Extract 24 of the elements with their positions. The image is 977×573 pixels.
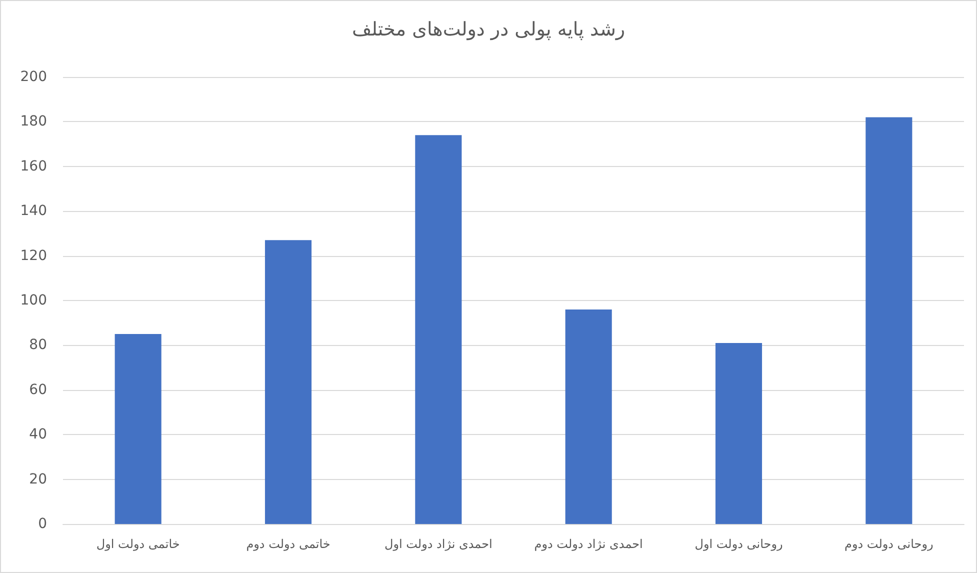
y-tick-label: 200	[20, 69, 47, 85]
chart-title: رشد پایه پولی در دولت‌های مختلف	[352, 18, 626, 40]
y-tick-label: 80	[29, 337, 47, 354]
y-tick-label: 140	[20, 203, 47, 220]
y-tick-label: 180	[20, 114, 47, 130]
y-tick-label: 100	[20, 292, 47, 308]
x-tick-label: روحانی دولت دوم	[844, 537, 934, 551]
bar	[114, 334, 162, 524]
y-tick-label: 160	[20, 158, 47, 174]
bar	[715, 342, 762, 524]
x-tick-label: روحانی دولت اول	[694, 537, 783, 551]
x-tick-label: احمدی نژاد دولت اول	[384, 537, 492, 551]
y-tick-label: 40	[29, 426, 47, 443]
bar	[866, 117, 912, 524]
y-tick-label: 20	[29, 471, 47, 488]
bar	[264, 240, 312, 524]
y-tick-label: 60	[29, 382, 47, 398]
bar	[565, 309, 612, 524]
y-tick-label: 120	[20, 248, 47, 264]
y-tick-label: 0	[38, 516, 47, 532]
bar	[415, 135, 462, 524]
x-tick-label: خاتمی دولت دوم	[246, 537, 330, 551]
x-tick-label: احمدی نژاد دولت دوم	[534, 537, 643, 551]
x-tick-label: خاتمی دولت اول	[96, 537, 180, 551]
